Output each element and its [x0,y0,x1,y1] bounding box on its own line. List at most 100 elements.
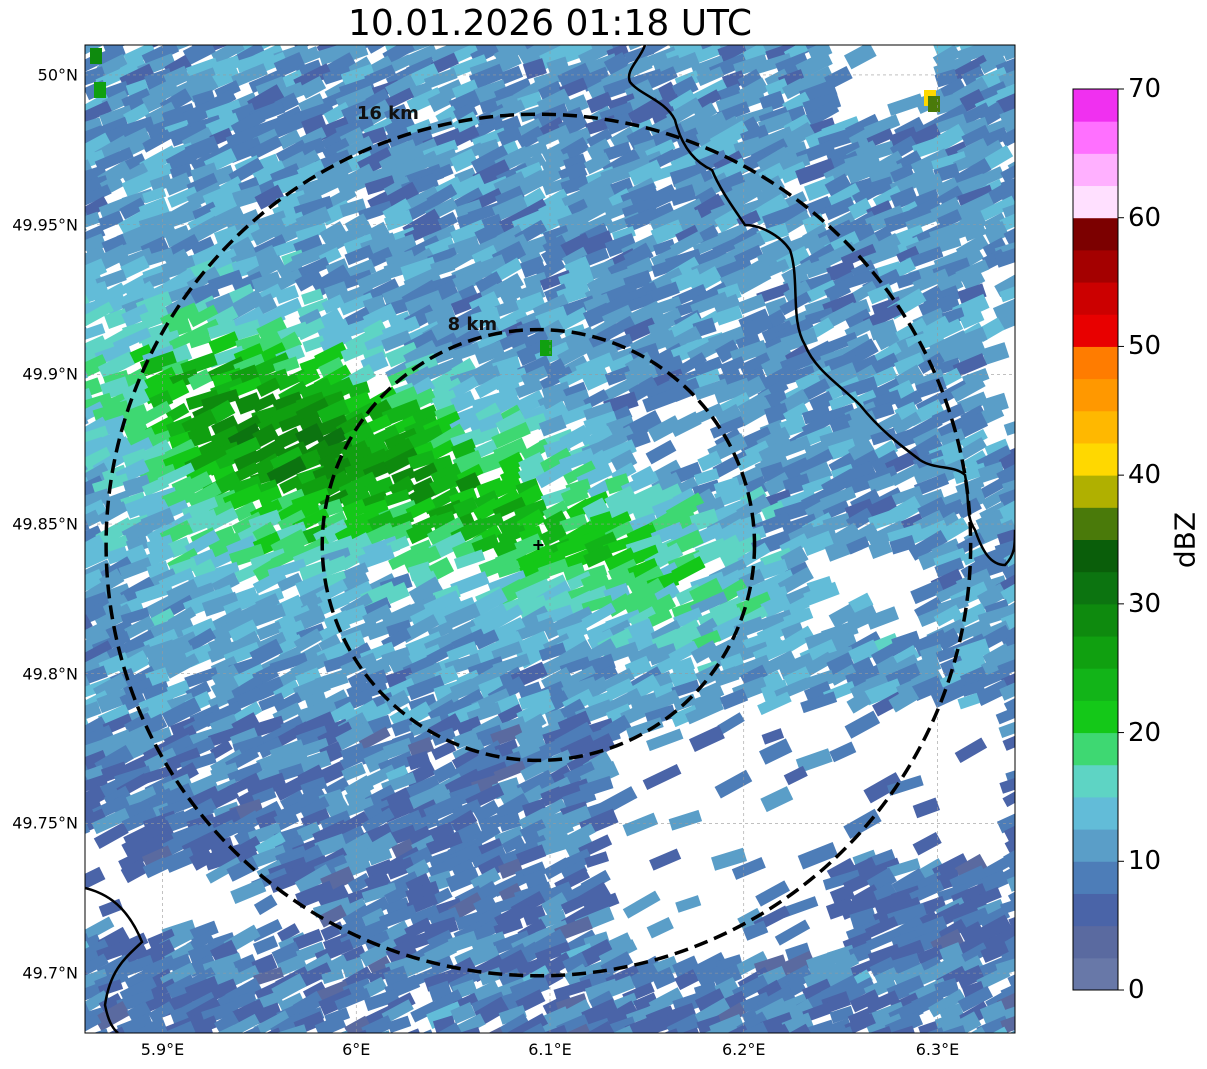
reflectivity-bin [932,45,962,69]
reflectivity-bin [650,219,685,245]
colorbar [1072,88,1124,991]
reflectivity-bin [125,79,150,98]
reflectivity-bin [96,15,130,42]
reflectivity-bin [85,243,87,269]
reflectivity-bin [361,918,389,940]
reflectivity-bin [888,952,922,976]
reflectivity-bin [908,519,949,545]
reflectivity-bin [139,350,178,377]
reflectivity-bin [998,1001,1015,1024]
reflectivity-bin [85,211,102,230]
reflectivity-bin [257,736,284,759]
radar-site-marker [533,539,544,550]
reflectivity-bin [383,209,414,231]
reflectivity-bin [605,703,634,726]
reflectivity-bin [709,1013,745,1033]
reflectivity-bin [583,152,612,175]
reflectivity-bin [828,603,857,629]
reflectivity-bin [610,126,637,150]
reflectivity-bin [340,63,376,87]
reflectivity-bin [998,63,1015,89]
reflectivity-bin [385,856,416,880]
reflectivity-bin [583,293,612,315]
reflectivity-bin [450,342,481,362]
reflectivity-bin [361,807,395,834]
reflectivity-bin [251,352,292,380]
reflectivity-bin [180,352,218,377]
reflectivity-bin [888,686,920,713]
reflectivity-bin [319,221,347,246]
reflectivity-bin [188,785,220,808]
reflectivity-bin [298,412,324,435]
reflectivity-bin [274,284,299,305]
reflectivity-bin [208,331,240,355]
reflectivity-bin [318,357,345,379]
reflectivity-bin [719,544,748,568]
range-rings [104,112,973,978]
reflectivity-bin [85,132,113,163]
reflectivity-bin [93,822,129,850]
reflectivity-bin [642,387,681,413]
reflectivity-bin [85,301,114,329]
reflectivity-bin [582,497,610,522]
reflectivity-bin [668,809,703,831]
reflectivity-bin [864,495,899,523]
reflectivity-bin [566,753,592,775]
reflectivity-bin [542,726,572,747]
reflectivity-bin [717,223,750,247]
reflectivity-bin [918,858,945,881]
reflectivity-bin [408,576,444,606]
reflectivity-bin [633,992,659,1012]
reflectivity-bin [539,116,565,138]
reflectivity-bin [557,338,595,367]
reflectivity-bin [146,15,175,41]
reflectivity-bin [928,989,966,1018]
reflectivity-bin [538,909,567,929]
reflectivity-bin [977,195,1015,222]
reflectivity-bin [450,219,488,248]
reflectivity-bin [55,701,84,723]
reflectivity-bin [317,439,354,461]
reflectivity-bin [566,20,593,40]
reflectivity-bin [335,720,374,751]
reflectivity-bin [999,676,1015,701]
reflectivity-bin [146,534,175,555]
reflectivity-bin [381,604,417,632]
reflectivity-bin [407,789,435,810]
reflectivity-bin [254,184,285,210]
reflectivity-bin [495,409,528,437]
reflectivity-bin [235,392,263,415]
reflectivity-bin [626,565,665,595]
reflectivity-bin [85,724,115,751]
reflectivity-bin [777,566,814,595]
reflectivity-bin [759,650,797,677]
colorbar-segment [1073,378,1118,412]
reflectivity-bin [85,1013,87,1033]
reflectivity-bin [94,82,106,98]
reflectivity-bin [85,629,111,654]
reflectivity-bin [230,319,262,342]
reflectivity-bin [78,20,103,40]
reflectivity-bin [292,675,331,703]
reflectivity-bin [559,778,591,799]
reflectivity-bin [716,101,751,124]
reflectivity-bin [734,14,770,40]
reflectivity-bin [849,460,877,484]
reflectivity-bin [599,376,639,403]
reflectivity-bin [454,167,478,186]
reflectivity-bin [957,184,994,206]
reflectivity-bin [187,627,217,651]
reflectivity-bin [431,389,460,414]
reflectivity-bin [890,164,914,183]
reflectivity-bin [408,715,444,737]
reflectivity-bin [449,320,480,344]
reflectivity-bin [800,691,838,714]
reflectivity-bin [709,416,745,439]
reflectivity-bin [401,774,441,802]
reflectivity-bin [868,319,898,341]
reflectivity-bin [339,292,375,316]
reflectivity-bin [913,596,943,620]
reflectivity-bin [270,521,308,544]
reflectivity-bin [342,811,370,834]
reflectivity-bin [539,366,574,391]
